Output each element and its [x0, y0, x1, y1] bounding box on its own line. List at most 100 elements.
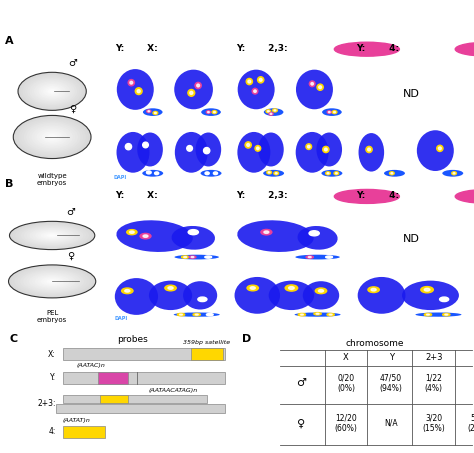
Circle shape	[319, 86, 321, 89]
Text: ND: ND	[403, 234, 419, 244]
Ellipse shape	[402, 281, 459, 310]
Circle shape	[201, 299, 204, 300]
Ellipse shape	[44, 278, 61, 284]
Ellipse shape	[21, 120, 83, 154]
Text: chromosome: chromosome	[345, 339, 404, 348]
Circle shape	[323, 146, 329, 153]
Circle shape	[125, 144, 132, 150]
Ellipse shape	[32, 274, 73, 289]
Circle shape	[311, 82, 313, 85]
Circle shape	[140, 233, 151, 239]
Ellipse shape	[29, 124, 75, 150]
Ellipse shape	[26, 271, 78, 291]
Ellipse shape	[39, 130, 65, 144]
Text: 2+3:: 2+3:	[37, 399, 56, 408]
Circle shape	[130, 81, 133, 84]
Ellipse shape	[237, 70, 274, 109]
Circle shape	[248, 80, 251, 83]
Ellipse shape	[298, 226, 337, 250]
Text: 5/20
(25%): 5/20 (25%)	[467, 414, 474, 433]
Text: Y:: Y:	[236, 192, 245, 200]
Text: DAPI: DAPI	[113, 174, 127, 179]
Circle shape	[455, 42, 474, 56]
Bar	[56, 404, 225, 413]
Circle shape	[125, 289, 130, 292]
Bar	[63, 395, 207, 403]
Ellipse shape	[9, 265, 96, 298]
Ellipse shape	[35, 230, 69, 241]
Ellipse shape	[41, 231, 64, 239]
Ellipse shape	[296, 70, 333, 109]
Text: Y: Y	[389, 353, 393, 362]
Circle shape	[168, 287, 173, 289]
Circle shape	[190, 92, 193, 94]
Circle shape	[437, 145, 443, 151]
Ellipse shape	[15, 223, 89, 248]
Ellipse shape	[183, 281, 217, 309]
Ellipse shape	[36, 82, 68, 100]
Ellipse shape	[24, 226, 81, 245]
Circle shape	[371, 289, 376, 291]
Text: probes: probes	[117, 335, 148, 344]
Ellipse shape	[23, 75, 82, 108]
Text: D: D	[242, 334, 251, 344]
Ellipse shape	[34, 127, 70, 147]
Ellipse shape	[41, 85, 64, 98]
Text: 47/50
(94%): 47/50 (94%)	[380, 373, 402, 393]
Circle shape	[421, 287, 433, 293]
Text: 3/20
(15%): 3/20 (15%)	[422, 414, 445, 433]
Text: wildtype
embryos: wildtype embryos	[37, 173, 67, 187]
Circle shape	[285, 285, 298, 291]
Ellipse shape	[26, 123, 78, 151]
Text: ND: ND	[403, 89, 419, 99]
Ellipse shape	[38, 231, 66, 240]
Circle shape	[424, 288, 430, 291]
Ellipse shape	[31, 125, 73, 149]
Circle shape	[246, 78, 253, 85]
Ellipse shape	[196, 132, 221, 167]
Ellipse shape	[317, 132, 342, 167]
Ellipse shape	[115, 278, 158, 315]
Circle shape	[317, 84, 323, 90]
Ellipse shape	[27, 77, 77, 105]
Ellipse shape	[27, 227, 78, 244]
Circle shape	[259, 78, 262, 81]
Ellipse shape	[9, 222, 95, 250]
Ellipse shape	[18, 224, 86, 247]
Circle shape	[257, 77, 264, 83]
Ellipse shape	[34, 81, 70, 101]
Ellipse shape	[137, 132, 163, 167]
Ellipse shape	[235, 277, 280, 314]
Ellipse shape	[303, 281, 339, 309]
Text: ♂: ♂	[67, 207, 75, 217]
Text: B: B	[5, 179, 13, 189]
Circle shape	[254, 90, 256, 92]
Ellipse shape	[35, 275, 70, 288]
Text: Y:: Y:	[236, 44, 245, 53]
Text: 359bp satellite: 359bp satellite	[183, 340, 230, 345]
Circle shape	[289, 287, 294, 289]
Text: Y:: Y:	[115, 44, 124, 53]
Text: ND: ND	[473, 379, 474, 388]
Ellipse shape	[47, 89, 57, 94]
Circle shape	[256, 147, 259, 149]
Ellipse shape	[49, 235, 55, 236]
Text: N/A: N/A	[384, 419, 398, 428]
Circle shape	[368, 287, 379, 293]
Ellipse shape	[36, 128, 68, 145]
Circle shape	[309, 231, 319, 236]
Bar	[63, 372, 226, 384]
Ellipse shape	[29, 273, 75, 290]
Bar	[191, 348, 223, 360]
Circle shape	[128, 80, 135, 86]
Text: Y:: Y:	[115, 192, 124, 200]
Circle shape	[315, 288, 327, 294]
Ellipse shape	[50, 135, 55, 139]
Bar	[98, 372, 128, 384]
Ellipse shape	[358, 133, 384, 172]
Ellipse shape	[50, 90, 55, 92]
Ellipse shape	[175, 132, 208, 173]
Circle shape	[255, 145, 261, 151]
Ellipse shape	[25, 76, 80, 106]
Ellipse shape	[47, 134, 57, 140]
